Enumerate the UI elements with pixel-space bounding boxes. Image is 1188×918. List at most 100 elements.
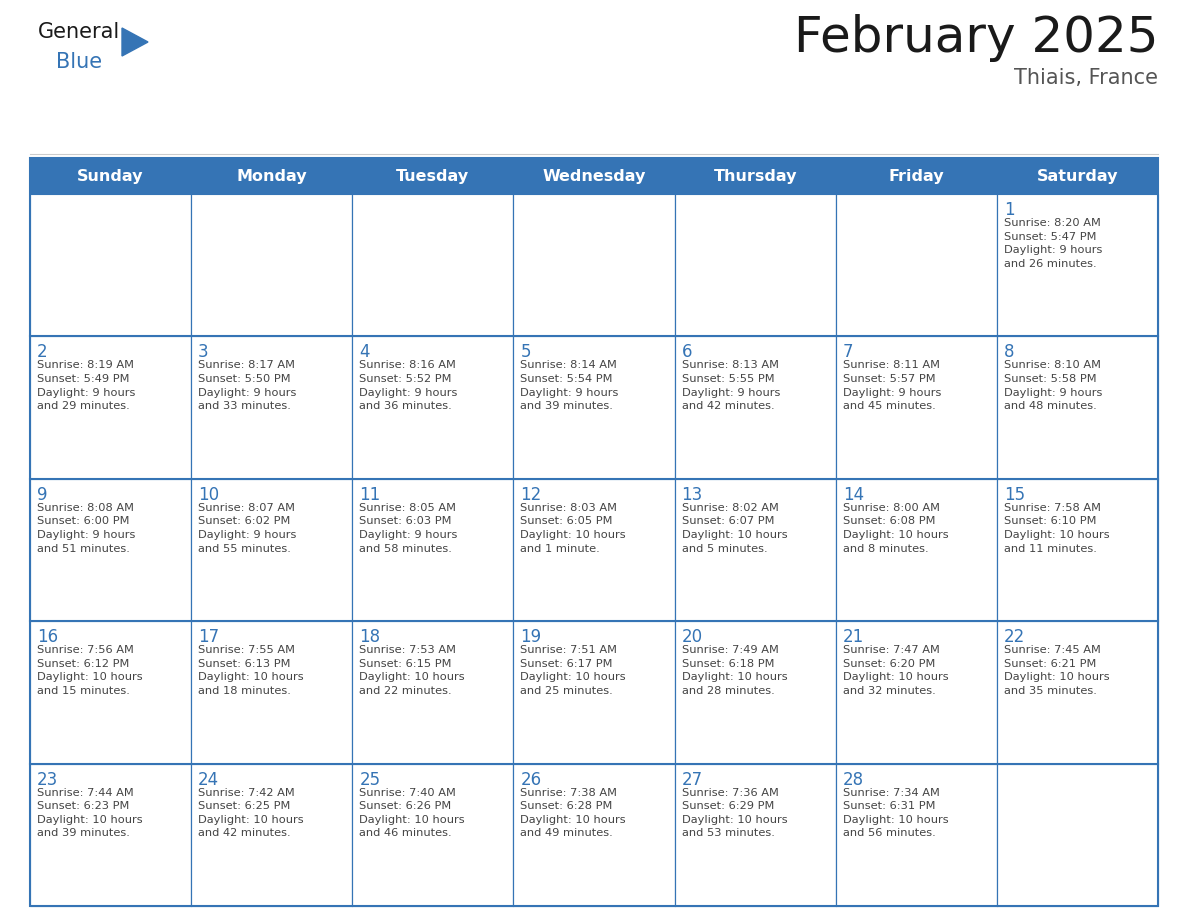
Bar xyxy=(191,621,353,764)
Bar xyxy=(675,194,835,336)
Text: 16: 16 xyxy=(37,628,58,646)
Bar xyxy=(997,764,1158,906)
Text: Sunrise: 7:51 AM
Sunset: 6:17 PM
Daylight: 10 hours
and 25 minutes.: Sunrise: 7:51 AM Sunset: 6:17 PM Dayligh… xyxy=(520,645,626,696)
Text: Sunrise: 8:03 AM
Sunset: 6:05 PM
Daylight: 10 hours
and 1 minute.: Sunrise: 8:03 AM Sunset: 6:05 PM Dayligh… xyxy=(520,503,626,554)
Text: Sunrise: 7:55 AM
Sunset: 6:13 PM
Daylight: 10 hours
and 18 minutes.: Sunrise: 7:55 AM Sunset: 6:13 PM Dayligh… xyxy=(198,645,304,696)
Text: 19: 19 xyxy=(520,628,542,646)
Bar xyxy=(675,764,835,906)
Text: Sunrise: 8:20 AM
Sunset: 5:47 PM
Daylight: 9 hours
and 26 minutes.: Sunrise: 8:20 AM Sunset: 5:47 PM Dayligh… xyxy=(1004,218,1102,269)
Text: 24: 24 xyxy=(198,770,220,789)
Bar xyxy=(675,621,835,764)
Bar xyxy=(353,194,513,336)
Bar xyxy=(513,336,675,479)
Text: 21: 21 xyxy=(842,628,864,646)
Bar xyxy=(835,621,997,764)
Bar xyxy=(30,621,191,764)
Bar xyxy=(191,194,353,336)
Text: Sunrise: 7:53 AM
Sunset: 6:15 PM
Daylight: 10 hours
and 22 minutes.: Sunrise: 7:53 AM Sunset: 6:15 PM Dayligh… xyxy=(359,645,465,696)
Text: 27: 27 xyxy=(682,770,702,789)
Text: Saturday: Saturday xyxy=(1037,169,1118,184)
Text: Sunrise: 8:02 AM
Sunset: 6:07 PM
Daylight: 10 hours
and 5 minutes.: Sunrise: 8:02 AM Sunset: 6:07 PM Dayligh… xyxy=(682,503,788,554)
Text: Blue: Blue xyxy=(56,52,102,72)
Text: 14: 14 xyxy=(842,486,864,504)
Bar xyxy=(513,479,675,621)
Text: General: General xyxy=(38,22,120,42)
Text: 22: 22 xyxy=(1004,628,1025,646)
Text: Sunrise: 8:08 AM
Sunset: 6:00 PM
Daylight: 9 hours
and 51 minutes.: Sunrise: 8:08 AM Sunset: 6:00 PM Dayligh… xyxy=(37,503,135,554)
Text: Sunrise: 8:19 AM
Sunset: 5:49 PM
Daylight: 9 hours
and 29 minutes.: Sunrise: 8:19 AM Sunset: 5:49 PM Dayligh… xyxy=(37,361,135,411)
Text: Sunrise: 7:47 AM
Sunset: 6:20 PM
Daylight: 10 hours
and 32 minutes.: Sunrise: 7:47 AM Sunset: 6:20 PM Dayligh… xyxy=(842,645,948,696)
Polygon shape xyxy=(122,28,148,56)
Text: Sunrise: 8:05 AM
Sunset: 6:03 PM
Daylight: 9 hours
and 58 minutes.: Sunrise: 8:05 AM Sunset: 6:03 PM Dayligh… xyxy=(359,503,457,554)
Text: Sunrise: 8:07 AM
Sunset: 6:02 PM
Daylight: 9 hours
and 55 minutes.: Sunrise: 8:07 AM Sunset: 6:02 PM Dayligh… xyxy=(198,503,297,554)
Text: 3: 3 xyxy=(198,343,209,362)
Text: February 2025: February 2025 xyxy=(794,14,1158,62)
Text: Friday: Friday xyxy=(889,169,944,184)
Bar xyxy=(835,336,997,479)
Bar xyxy=(353,764,513,906)
Text: 5: 5 xyxy=(520,343,531,362)
Text: Thursday: Thursday xyxy=(713,169,797,184)
Text: Thiais, France: Thiais, France xyxy=(1015,68,1158,88)
Text: Sunrise: 8:14 AM
Sunset: 5:54 PM
Daylight: 9 hours
and 39 minutes.: Sunrise: 8:14 AM Sunset: 5:54 PM Dayligh… xyxy=(520,361,619,411)
Bar xyxy=(30,194,191,336)
Text: 13: 13 xyxy=(682,486,703,504)
Text: Sunrise: 7:34 AM
Sunset: 6:31 PM
Daylight: 10 hours
and 56 minutes.: Sunrise: 7:34 AM Sunset: 6:31 PM Dayligh… xyxy=(842,788,948,838)
Text: 28: 28 xyxy=(842,770,864,789)
Text: Sunday: Sunday xyxy=(77,169,144,184)
Text: 6: 6 xyxy=(682,343,693,362)
Text: 17: 17 xyxy=(198,628,220,646)
Text: Sunrise: 7:42 AM
Sunset: 6:25 PM
Daylight: 10 hours
and 42 minutes.: Sunrise: 7:42 AM Sunset: 6:25 PM Dayligh… xyxy=(198,788,304,838)
Bar xyxy=(353,621,513,764)
Bar xyxy=(997,194,1158,336)
Bar xyxy=(675,336,835,479)
Text: Sunrise: 7:44 AM
Sunset: 6:23 PM
Daylight: 10 hours
and 39 minutes.: Sunrise: 7:44 AM Sunset: 6:23 PM Dayligh… xyxy=(37,788,143,838)
Text: Monday: Monday xyxy=(236,169,307,184)
Bar xyxy=(835,479,997,621)
Bar xyxy=(835,764,997,906)
Text: Sunrise: 8:16 AM
Sunset: 5:52 PM
Daylight: 9 hours
and 36 minutes.: Sunrise: 8:16 AM Sunset: 5:52 PM Dayligh… xyxy=(359,361,457,411)
Bar xyxy=(513,194,675,336)
Bar xyxy=(30,158,1158,906)
Text: 11: 11 xyxy=(359,486,380,504)
Text: 26: 26 xyxy=(520,770,542,789)
Bar xyxy=(997,336,1158,479)
Text: Tuesday: Tuesday xyxy=(397,169,469,184)
Text: 18: 18 xyxy=(359,628,380,646)
Bar xyxy=(30,158,1158,194)
Bar xyxy=(30,479,191,621)
Text: Sunrise: 7:56 AM
Sunset: 6:12 PM
Daylight: 10 hours
and 15 minutes.: Sunrise: 7:56 AM Sunset: 6:12 PM Dayligh… xyxy=(37,645,143,696)
Text: 9: 9 xyxy=(37,486,48,504)
Text: Sunrise: 8:11 AM
Sunset: 5:57 PM
Daylight: 9 hours
and 45 minutes.: Sunrise: 8:11 AM Sunset: 5:57 PM Dayligh… xyxy=(842,361,941,411)
Text: Sunrise: 8:17 AM
Sunset: 5:50 PM
Daylight: 9 hours
and 33 minutes.: Sunrise: 8:17 AM Sunset: 5:50 PM Dayligh… xyxy=(198,361,297,411)
Text: 2: 2 xyxy=(37,343,48,362)
Bar xyxy=(675,479,835,621)
Text: 1: 1 xyxy=(1004,201,1015,219)
Text: Sunrise: 7:49 AM
Sunset: 6:18 PM
Daylight: 10 hours
and 28 minutes.: Sunrise: 7:49 AM Sunset: 6:18 PM Dayligh… xyxy=(682,645,788,696)
Bar xyxy=(835,194,997,336)
Text: 12: 12 xyxy=(520,486,542,504)
Text: 10: 10 xyxy=(198,486,220,504)
Text: Sunrise: 8:00 AM
Sunset: 6:08 PM
Daylight: 10 hours
and 8 minutes.: Sunrise: 8:00 AM Sunset: 6:08 PM Dayligh… xyxy=(842,503,948,554)
Text: Sunrise: 8:13 AM
Sunset: 5:55 PM
Daylight: 9 hours
and 42 minutes.: Sunrise: 8:13 AM Sunset: 5:55 PM Dayligh… xyxy=(682,361,781,411)
Bar xyxy=(513,764,675,906)
Bar xyxy=(997,621,1158,764)
Text: Sunrise: 7:38 AM
Sunset: 6:28 PM
Daylight: 10 hours
and 49 minutes.: Sunrise: 7:38 AM Sunset: 6:28 PM Dayligh… xyxy=(520,788,626,838)
Text: Sunrise: 8:10 AM
Sunset: 5:58 PM
Daylight: 9 hours
and 48 minutes.: Sunrise: 8:10 AM Sunset: 5:58 PM Dayligh… xyxy=(1004,361,1102,411)
Text: 8: 8 xyxy=(1004,343,1015,362)
Bar xyxy=(191,764,353,906)
Text: 23: 23 xyxy=(37,770,58,789)
Bar xyxy=(30,336,191,479)
Text: Sunrise: 7:36 AM
Sunset: 6:29 PM
Daylight: 10 hours
and 53 minutes.: Sunrise: 7:36 AM Sunset: 6:29 PM Dayligh… xyxy=(682,788,788,838)
Bar xyxy=(353,479,513,621)
Text: 25: 25 xyxy=(359,770,380,789)
Bar xyxy=(513,621,675,764)
Bar xyxy=(353,336,513,479)
Text: Sunrise: 7:40 AM
Sunset: 6:26 PM
Daylight: 10 hours
and 46 minutes.: Sunrise: 7:40 AM Sunset: 6:26 PM Dayligh… xyxy=(359,788,465,838)
Text: 7: 7 xyxy=(842,343,853,362)
Text: Wednesday: Wednesday xyxy=(542,169,646,184)
Bar xyxy=(191,479,353,621)
Text: Sunrise: 7:45 AM
Sunset: 6:21 PM
Daylight: 10 hours
and 35 minutes.: Sunrise: 7:45 AM Sunset: 6:21 PM Dayligh… xyxy=(1004,645,1110,696)
Bar xyxy=(191,336,353,479)
Bar xyxy=(30,764,191,906)
